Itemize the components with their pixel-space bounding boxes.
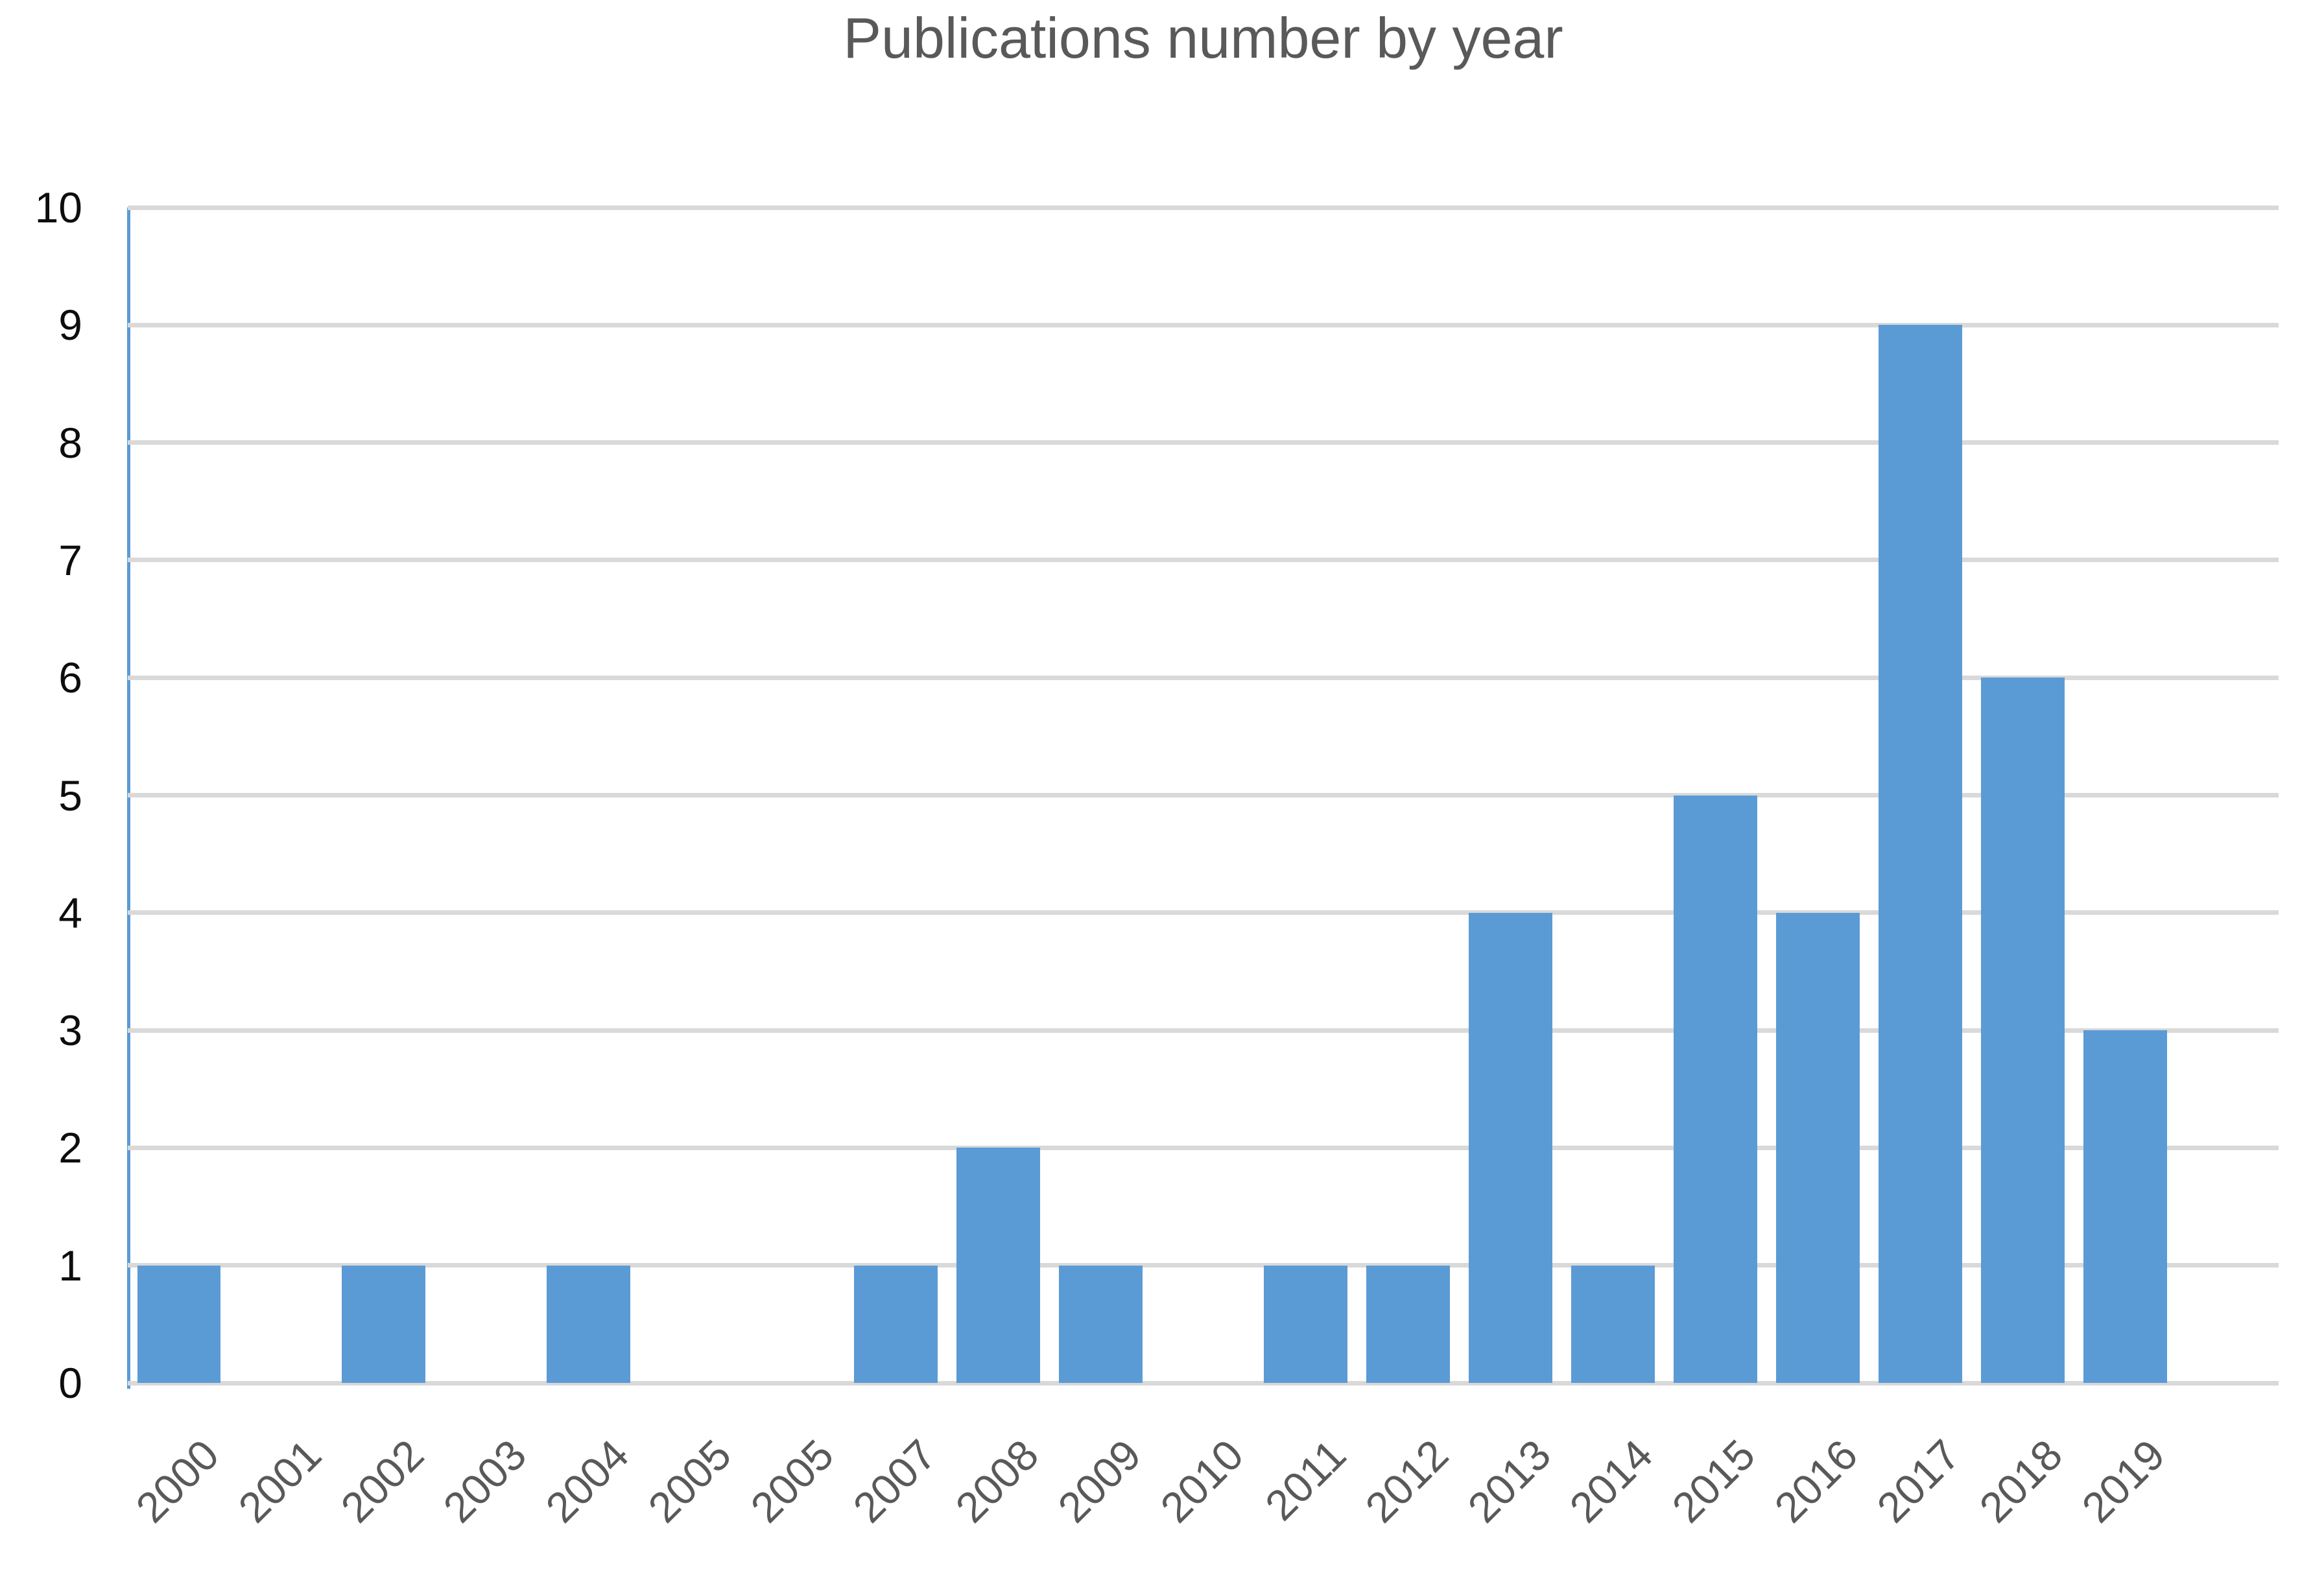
bar-2014-idx14 [1571,1265,1655,1383]
x-tick-label-2005-idx6: 2005 [741,1430,843,1532]
x-tick-label-2009-idx9: 2009 [1048,1430,1150,1532]
x-tick-label-2008-idx8: 2008 [945,1430,1048,1532]
x-tick-label-2012-idx12: 2012 [1355,1430,1457,1532]
bar-2013-idx13 [1468,912,1552,1383]
y-tick-label-10: 10 [34,183,82,231]
chart-title: Publications number by year [843,6,1563,70]
bar-2017-idx17 [1878,325,1962,1383]
gridline-y6 [128,675,2279,680]
y-tick-label-9: 9 [58,301,82,349]
x-tick-label-2018-idx18: 2018 [1970,1430,2072,1532]
gridline-y0 [128,1380,2279,1386]
x-tick-label-2000-idx0: 2000 [126,1430,228,1532]
x-tick-label-2017-idx17: 2017 [1868,1430,1969,1532]
x-tick-label-2013-idx13: 2013 [1458,1430,1559,1532]
bar-2000-idx0 [137,1265,221,1383]
x-tick-label-2011-idx11: 2011 [1255,1430,1355,1529]
x-tick-label-2001-idx1: 2001 [229,1430,331,1532]
gridline-y7 [128,558,2279,563]
bar-2009-idx9 [1059,1265,1143,1383]
bar-2016-idx16 [1775,912,1860,1383]
bar-2011-idx11 [1264,1265,1347,1383]
x-tick-label-2007-idx7: 2007 [844,1430,945,1532]
y-tick-label-3: 3 [58,1006,82,1055]
y-tick-label-6: 6 [58,654,82,702]
x-tick-label-2003-idx3: 2003 [434,1430,536,1532]
y-tick-label-4: 4 [58,888,82,937]
x-tick-label-2004-idx4: 2004 [536,1430,638,1532]
y-tick-label-5: 5 [58,771,82,820]
bar-2015-idx15 [1673,795,1757,1383]
gridline-y5 [128,793,2279,797]
y-tick-label-8: 8 [58,418,82,467]
x-tick-label-2016-idx16: 2016 [1765,1430,1867,1532]
bar-2004-idx4 [547,1265,631,1383]
bar-2007-idx7 [854,1265,938,1383]
gridline-y8 [128,440,2279,445]
gridline-y9 [128,322,2279,327]
bar-2019-idx19 [2083,1030,2167,1383]
x-tick-label-2005-idx5: 2005 [639,1430,741,1532]
x-tick-label-2015-idx15: 2015 [1663,1430,1764,1532]
gridline-y2 [128,1145,2279,1150]
bar-2012-idx12 [1366,1265,1450,1383]
y-tick-label-0: 0 [58,1359,82,1407]
y-tick-label-7: 7 [58,536,82,584]
x-tick-label-2002-idx2: 2002 [331,1430,433,1532]
gridline-y1 [128,1263,2279,1268]
y-tick-label-1: 1 [58,1241,82,1290]
y-tick-label-2: 2 [58,1124,82,1172]
plot-area [127,205,2279,1389]
x-tick-label-2014-idx14: 2014 [1560,1430,1662,1532]
bar-2018-idx18 [1980,678,2065,1383]
bar-2002-idx2 [342,1265,426,1383]
bar-2008-idx8 [956,1148,1041,1383]
gridline-y3 [128,1028,2279,1033]
y-axis-line [127,207,130,1389]
gridline-y4 [128,910,2279,915]
gridline-y10 [128,205,2279,210]
x-tick-label-2019-idx19: 2019 [2072,1430,2174,1532]
x-tick-label-2010-idx10: 2010 [1150,1430,1252,1532]
